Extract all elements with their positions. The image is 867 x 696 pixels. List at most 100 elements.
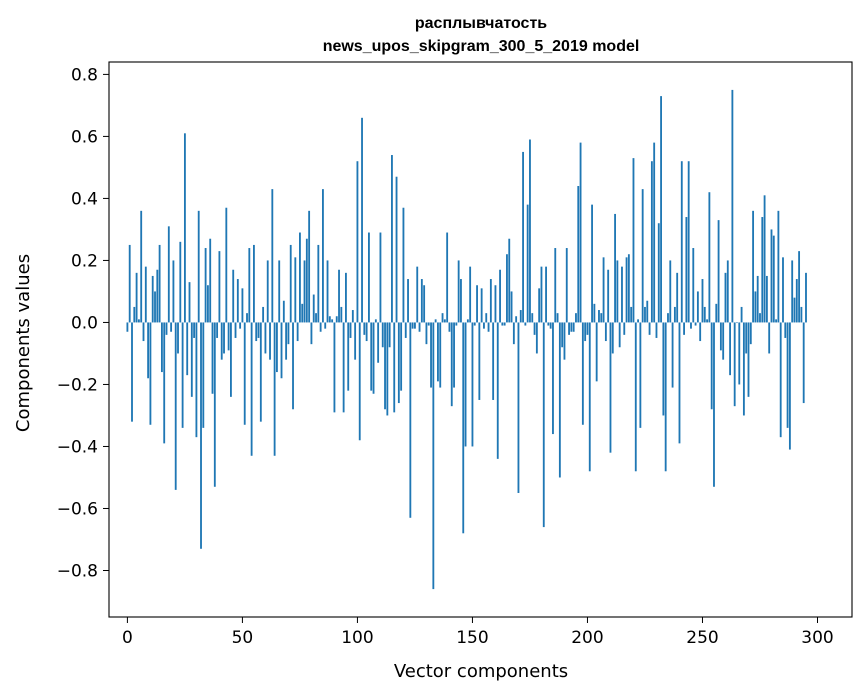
bar <box>174 322 177 490</box>
bar <box>416 266 419 323</box>
bar <box>223 322 225 354</box>
bar <box>333 322 336 413</box>
bar <box>299 232 301 323</box>
y-axis-ticks: −0.8 −0.6 −0.4 −0.2 0.0 0.2 0.4 0.6 0.8 <box>57 65 109 581</box>
bar <box>648 322 651 335</box>
bar <box>650 161 653 323</box>
bar <box>759 313 761 323</box>
bar <box>128 244 131 323</box>
x-tick-label: 0 <box>122 628 133 648</box>
bar <box>351 310 354 323</box>
bar <box>126 322 129 332</box>
bar <box>266 260 269 323</box>
bar <box>347 322 350 391</box>
bar <box>623 322 626 335</box>
bar <box>278 260 281 323</box>
bar <box>230 322 232 397</box>
bars-group <box>126 89 807 590</box>
y-tick-label: 0.4 <box>71 189 98 209</box>
bar <box>775 319 778 323</box>
bar <box>717 220 720 323</box>
bar <box>524 322 527 326</box>
bar <box>683 322 685 335</box>
bar <box>193 322 196 338</box>
bar <box>441 313 444 323</box>
bar <box>388 322 391 348</box>
bar <box>257 322 260 338</box>
bar <box>402 207 405 323</box>
bar <box>338 269 340 323</box>
bar <box>600 313 603 323</box>
bar <box>177 322 179 354</box>
bar <box>777 210 780 323</box>
bar <box>492 322 495 400</box>
bar <box>782 257 784 323</box>
bar <box>407 279 409 323</box>
bar <box>319 322 322 332</box>
bar <box>581 322 584 425</box>
bar <box>673 306 676 323</box>
y-tick-label: 0.8 <box>71 65 98 85</box>
bar <box>611 322 614 354</box>
bar <box>434 319 437 323</box>
bar <box>204 248 207 323</box>
bar <box>450 322 453 407</box>
bar <box>167 226 170 323</box>
bar <box>602 257 605 323</box>
bar <box>315 313 317 323</box>
bar <box>317 244 320 323</box>
bar <box>529 139 531 323</box>
bar <box>303 260 306 323</box>
bar <box>772 235 775 323</box>
bar <box>455 322 458 326</box>
y-tick-label: 0.2 <box>71 251 98 271</box>
bar <box>655 322 658 338</box>
bar <box>328 316 331 323</box>
bar <box>363 322 366 335</box>
bar <box>420 279 423 323</box>
plot-frame <box>108 61 853 618</box>
bar <box>460 279 462 323</box>
bar <box>239 322 242 329</box>
y-tick-label: −0.4 <box>57 437 98 457</box>
bar <box>158 244 161 323</box>
bar <box>761 217 764 323</box>
bar <box>680 161 683 323</box>
bar <box>660 96 662 323</box>
bar <box>749 322 752 345</box>
bar <box>305 238 308 323</box>
bar <box>476 285 478 323</box>
bar <box>786 322 789 428</box>
bar <box>294 257 297 323</box>
bar <box>391 155 393 323</box>
bar <box>558 322 561 478</box>
bar <box>135 272 138 323</box>
bar <box>374 319 377 323</box>
bar <box>170 322 173 332</box>
bar <box>570 322 573 332</box>
bar <box>280 322 283 379</box>
y-tick-label: 0.0 <box>71 313 98 333</box>
bar <box>183 133 186 323</box>
bar <box>512 322 515 345</box>
bar <box>156 269 159 323</box>
bar <box>365 322 368 342</box>
bar <box>805 272 807 323</box>
bar <box>462 322 465 534</box>
bar <box>342 322 345 413</box>
x-axis-label: Vector components <box>394 661 568 682</box>
bar <box>358 322 361 441</box>
bar <box>510 291 513 323</box>
bar <box>770 229 773 323</box>
bar <box>519 310 522 323</box>
bar <box>232 269 235 323</box>
bar <box>706 319 708 323</box>
bar <box>540 266 543 323</box>
bar <box>625 257 628 323</box>
bar <box>202 322 205 428</box>
bar <box>310 322 313 345</box>
bar <box>487 322 490 332</box>
bar <box>641 189 644 323</box>
bar <box>568 322 570 335</box>
bar <box>464 322 467 447</box>
